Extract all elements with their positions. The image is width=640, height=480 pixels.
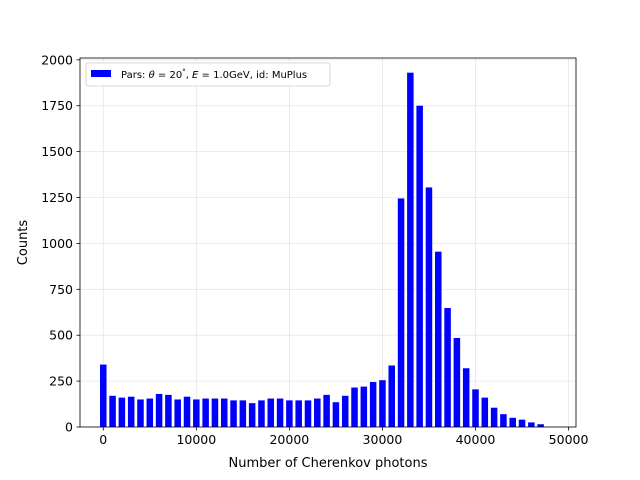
legend-box [85,62,331,87]
x-tick-label: 30000 [363,432,403,447]
bar [155,393,163,427]
legend-equals-2: = [198,70,213,81]
bar [435,251,442,427]
bar [481,397,489,427]
bar [388,365,396,427]
bar [462,368,470,427]
y-axis-label: Counts [16,220,31,266]
bar [211,398,219,427]
y-tick-label: 1250 [41,190,73,205]
bar [304,400,312,427]
bar [518,419,526,427]
y-tick-label: 750 [49,282,73,297]
bar [537,424,544,427]
legend-e-symbol: E [192,70,199,81]
y-axis: 0 250 500 750 1000 1250 1500 1750 2000 [41,52,80,435]
bar [118,397,126,427]
x-tick-label: 10000 [176,432,216,447]
y-tick-label: 0 [65,420,73,435]
x-tick-label: 20000 [269,432,309,447]
bar [248,403,256,427]
legend-theta-value: 20 [169,70,182,81]
bar [444,308,451,427]
x-tick-label: 0 [99,432,107,447]
bar [220,398,228,427]
legend-swatch [91,70,111,77]
bar [127,396,135,427]
y-tick-label: 2000 [41,52,73,67]
legend-theta-symbol: θ [149,70,155,81]
legend-equals-1: = [155,70,170,81]
legend-separator: , [186,70,192,81]
bar [239,400,247,427]
bar [193,399,200,427]
legend-prefix: Pars: [121,70,149,81]
y-tick-label: 500 [49,328,73,343]
bar [332,402,340,427]
grid [80,58,576,428]
bar [341,395,349,427]
bar [407,72,414,427]
y-tick-label: 250 [49,374,73,389]
legend-degree: ° [182,68,186,76]
bar [472,389,479,427]
bar [100,364,107,427]
bar [528,422,535,427]
bar [174,399,181,427]
legend: Pars: θ = 20°, E = 1.0GeV, id: MuPlus [85,62,331,87]
bar [509,417,516,427]
legend-id: , id: MuPlus [250,70,307,81]
bar [360,386,368,427]
bar [314,398,321,427]
bar [379,380,386,427]
bar [416,105,423,427]
legend-energy: 1.0GeV [213,70,250,81]
bar [500,414,507,427]
x-tick-label: 40000 [456,432,496,447]
bar [183,396,191,427]
bar [109,395,116,427]
x-tick-label: 50000 [549,432,589,447]
bar [137,399,144,427]
bar [258,400,265,427]
legend-label: Pars: θ = 20°, E = 1.0GeV, id: MuPlus [121,68,307,81]
bar [267,398,275,427]
y-tick-label: 1000 [41,236,73,251]
y-tick-label: 1500 [41,144,73,159]
bar [490,407,498,427]
bar [146,398,154,427]
bar [425,187,433,427]
plot-area [80,58,576,427]
bar [351,387,358,427]
bar [295,400,302,427]
plot-frame [79,57,577,428]
bar [165,394,172,427]
bar [286,400,293,427]
bar [453,337,461,427]
bar [369,382,377,427]
bar [276,398,284,427]
bars [100,72,544,427]
bar [323,394,330,427]
x-axis-label: Number of Cherenkov photons [229,456,428,471]
bar [230,400,237,427]
bar [202,398,209,427]
bar [397,198,405,427]
x-axis: 0 10000 20000 30000 40000 50000 [99,427,588,447]
y-tick-label: 1750 [41,98,73,113]
